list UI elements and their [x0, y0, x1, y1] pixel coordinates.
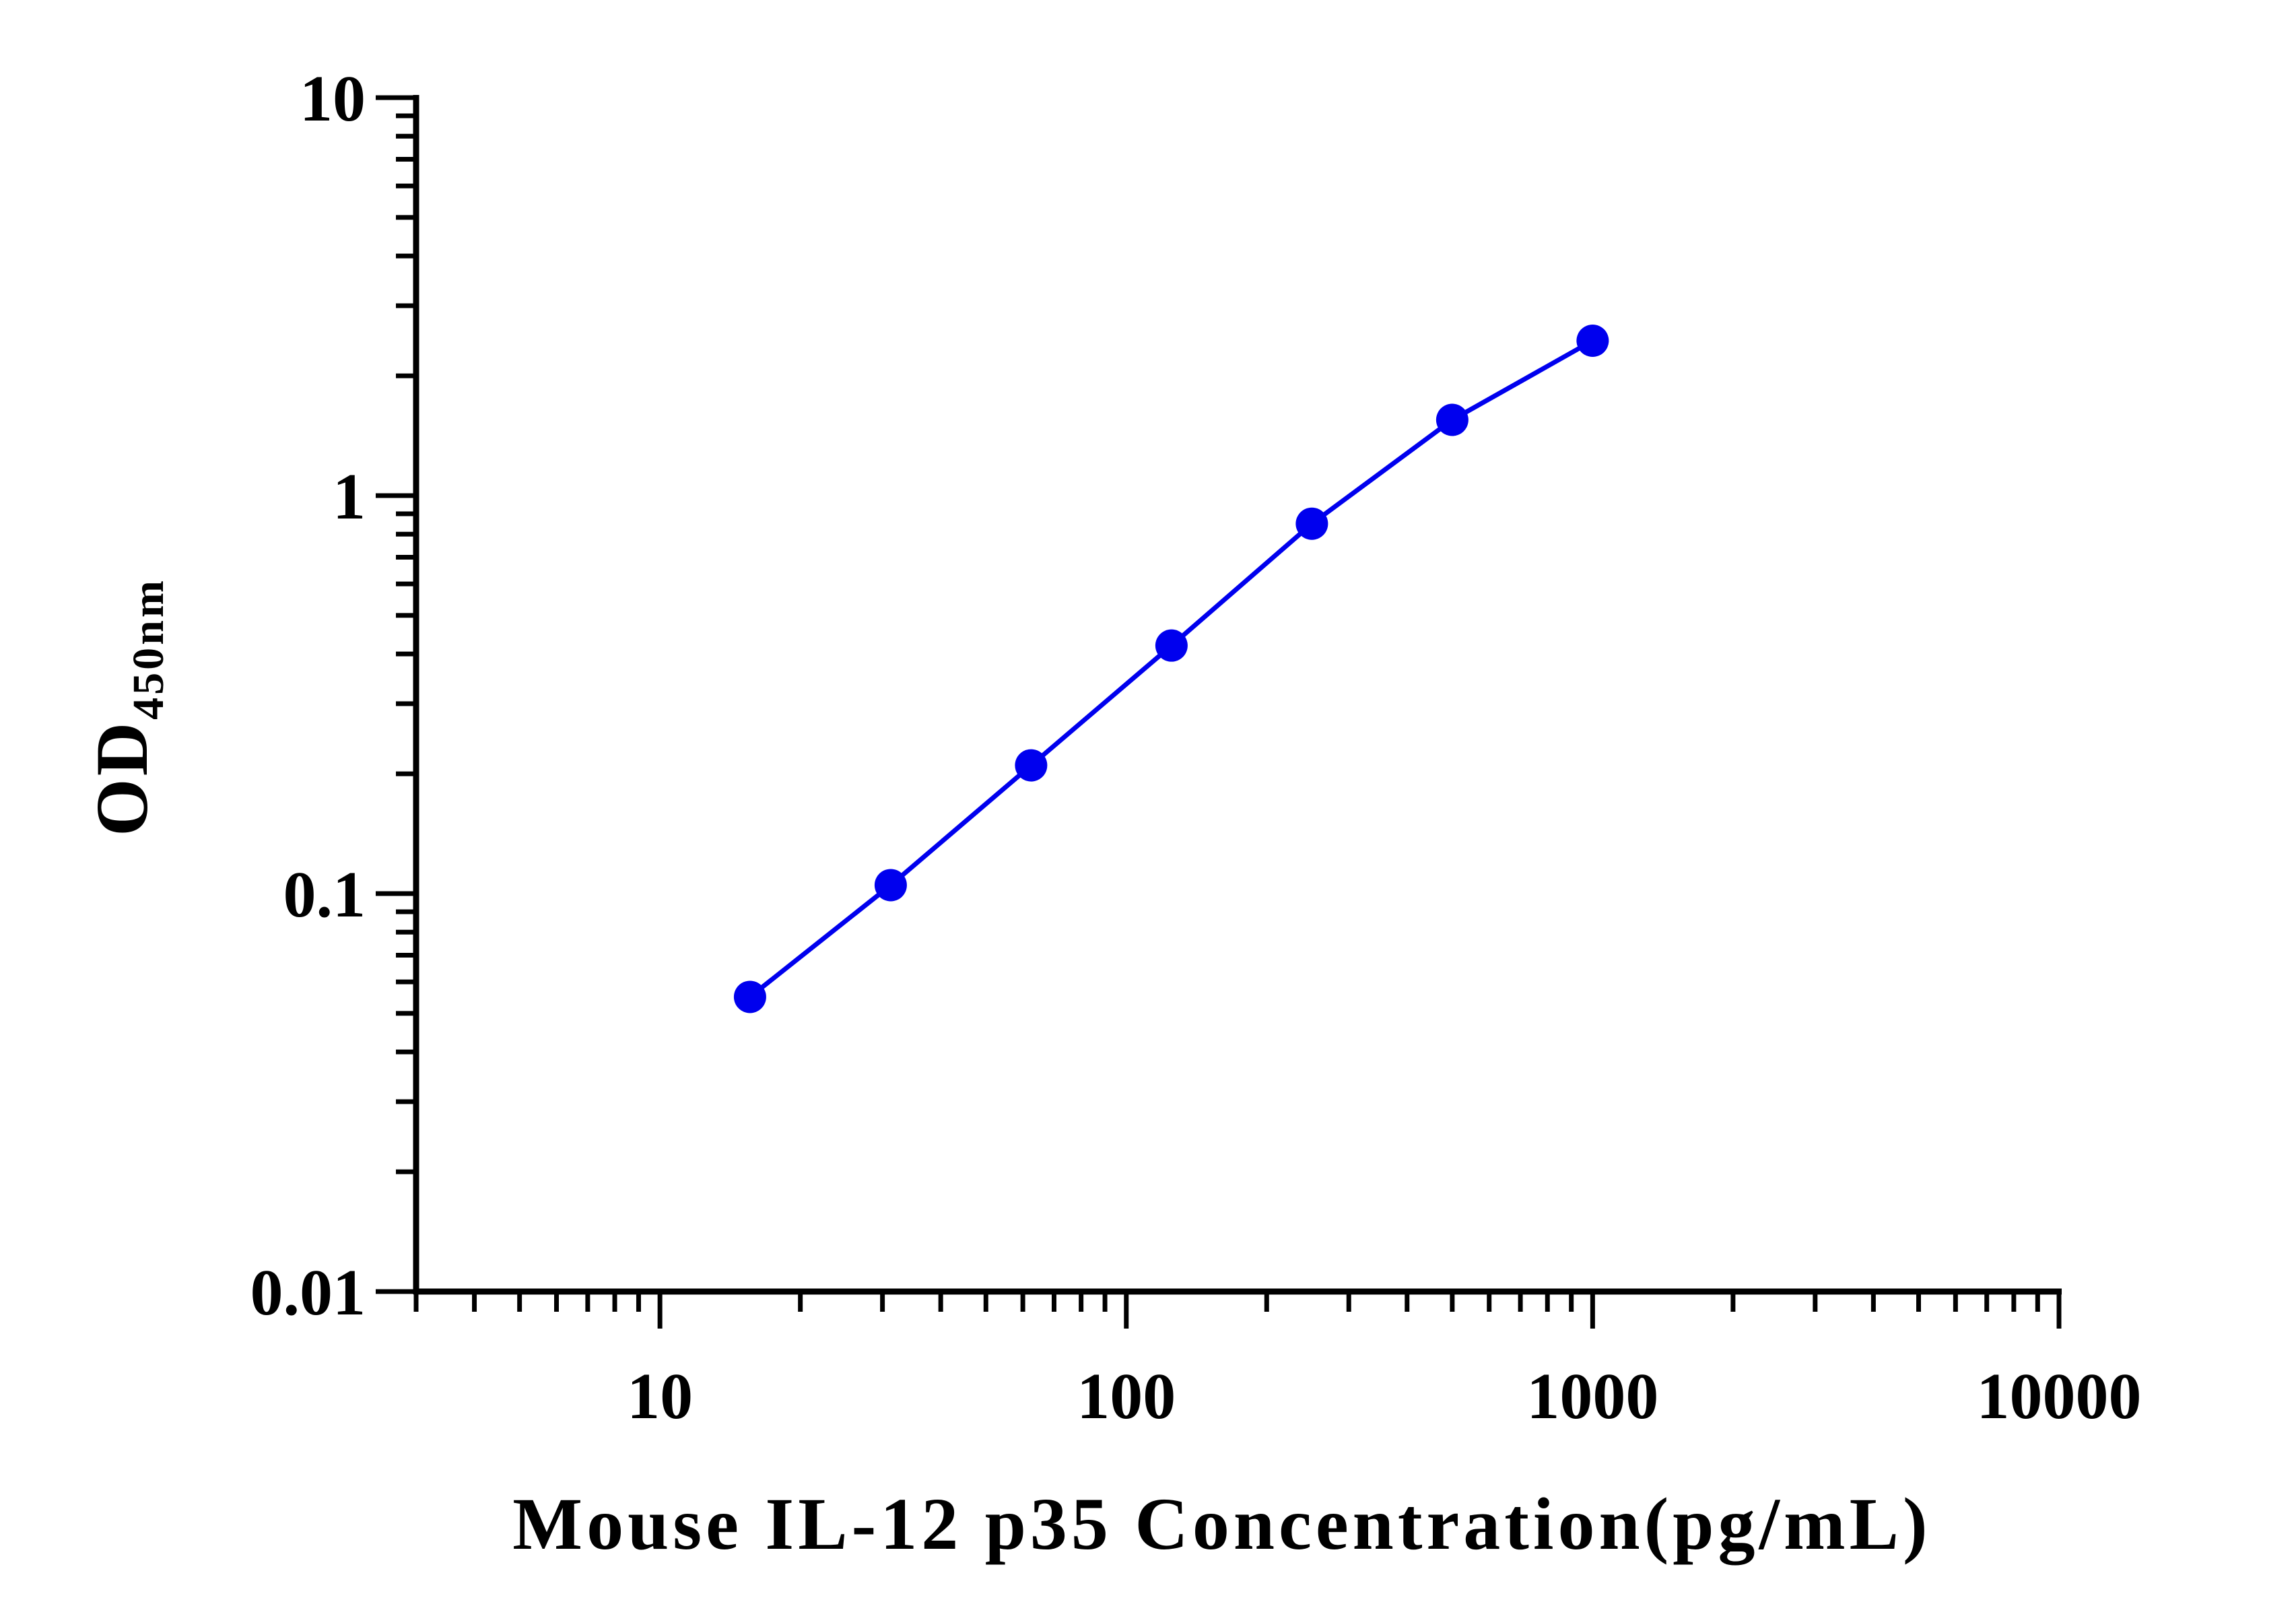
x-tick-label: 10000	[1977, 1360, 2142, 1433]
x-tick-label: 100	[1077, 1360, 1176, 1433]
series-points	[733, 325, 1609, 1013]
y-tick-label: 1	[333, 461, 366, 533]
x-axis-title: Mouse IL-12 p35 Concentration(pg/mL)	[512, 1483, 1931, 1565]
y-axis-title-main: OD	[81, 720, 163, 836]
data-point	[733, 980, 766, 1013]
y-tick-label: 0.01	[250, 1257, 366, 1329]
y-tick-label: 10	[300, 63, 366, 135]
x-major-ticks	[657, 1292, 2062, 1329]
y-axis-title: OD450nm	[81, 578, 173, 836]
y-tick-labels: 0.01 0.1 1 10	[250, 63, 366, 1329]
series-line	[748, 338, 1594, 999]
data-point	[1155, 629, 1188, 662]
data-point	[1436, 403, 1468, 436]
x-tick-labels: 10 100 1000 10000	[627, 1360, 2141, 1433]
y-axis-title-subscript: 450nm	[124, 578, 173, 720]
y-tick-label: 0.1	[283, 859, 366, 931]
x-tick-label: 1000	[1526, 1360, 1658, 1433]
x-tick-label: 10	[627, 1360, 693, 1433]
y-minor-ticks	[396, 113, 416, 1174]
data-point	[1576, 325, 1609, 358]
data-point	[1295, 507, 1328, 540]
x-minor-ticks	[413, 1292, 2040, 1312]
data-point	[874, 869, 907, 902]
y-major-ticks	[376, 95, 416, 1294]
data-point	[1015, 749, 1048, 782]
